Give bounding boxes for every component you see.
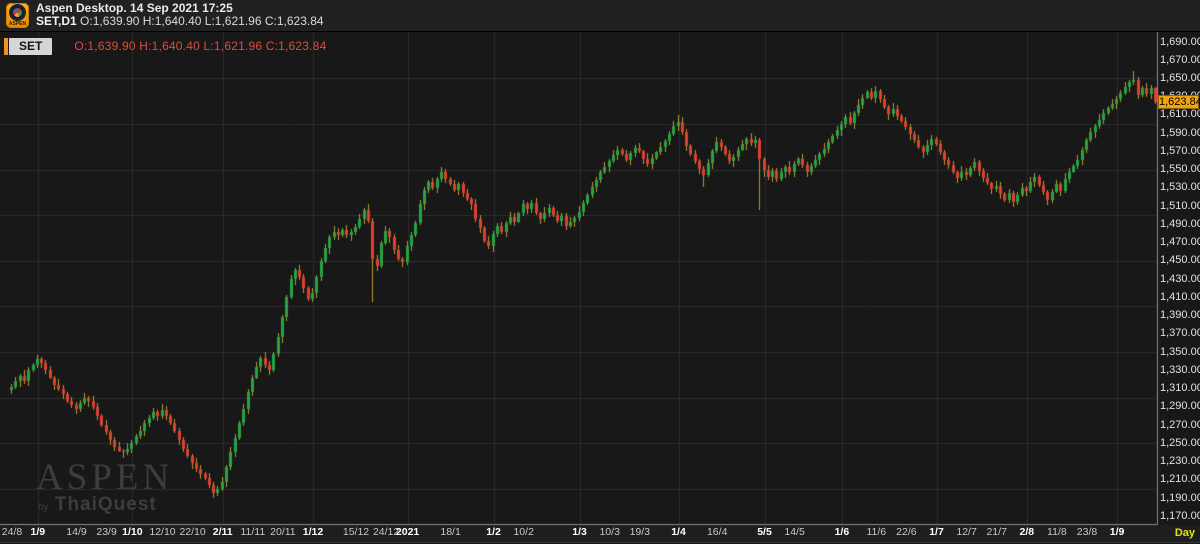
instrument-ohlc: O:1,639.90 H:1,640.40 L:1,621.96 C:1,623… (80, 14, 324, 28)
y-tick-label: 1,470.00 (1160, 236, 1200, 249)
symbol-tab[interactable]: SET (9, 37, 53, 55)
watermark-vendor: ThaiQuest (54, 494, 157, 515)
x-axis: 24/8 1/9 14/9 23/9 1/10 12/10 22/10 2/11 11/11 20… (0, 526, 1160, 540)
y-tick-label: 1,390.00 (1160, 309, 1200, 322)
y-tick-label: 1,570.00 (1160, 144, 1200, 157)
titlebar-text: Aspen Desktop. 14 Sep 2021 17:25 SET,D1 … (36, 2, 324, 28)
last-price-tag: 1,623.84 (1158, 95, 1200, 109)
instrument-symbol: SET,D1 (36, 14, 77, 28)
x-tick-label: 18/1 (440, 526, 461, 538)
chart-legend: SET O:1,639.90 H:1,640.40 L:1,621.96 C:1… (4, 37, 326, 55)
y-tick-label: 1,490.00 (1160, 217, 1200, 230)
y-tick-label: 1,330.00 (1160, 363, 1200, 376)
x-tick-label: 1/6 (834, 526, 850, 538)
y-tick-label: 1,670.00 (1160, 53, 1200, 66)
window-titlebar: ASPEN Aspen Desktop. 14 Sep 2021 17:25 S… (0, 0, 1200, 31)
x-tick-label: 2021 (395, 526, 420, 538)
x-tick-label: 10/3 (599, 526, 620, 538)
y-tick-label: 1,590.00 (1160, 126, 1200, 139)
x-tick-label: 14/9 (66, 526, 87, 538)
x-tick-label: 10/2 (513, 526, 534, 538)
y-tick-label: 1,250.00 (1160, 436, 1200, 449)
y-tick-label: 1,370.00 (1160, 327, 1200, 340)
x-tick-label: 1/7 (929, 526, 944, 538)
x-tick-label: 5/5 (757, 526, 772, 538)
y-tick-label: 1,550.00 (1160, 163, 1200, 176)
x-tick-label: 2/11 (212, 526, 233, 538)
x-tick-label: 24/12 (372, 526, 400, 538)
y-tick-label: 1,230.00 (1160, 455, 1200, 468)
timeframe-label: Day (1174, 527, 1195, 539)
x-tick-label: 22/10 (179, 526, 206, 538)
aspen-logo-icon: ASPEN (6, 3, 29, 28)
watermark-by: by (38, 502, 49, 513)
chart-region: SET O:1,639.90 H:1,640.40 L:1,621.96 C:1… (0, 31, 1200, 544)
y-tick-label: 1,450.00 (1160, 254, 1200, 267)
x-tick-label: 1/12 (302, 526, 324, 538)
x-tick-label: 1/9 (1109, 526, 1125, 538)
x-tick-label: 24/8 (1, 526, 23, 538)
x-tick-label: 16/4 (706, 526, 728, 538)
x-tick-label: 1/10 (122, 526, 143, 538)
x-tick-label: 22/6 (896, 526, 917, 538)
y-tick-label: 1,270.00 (1160, 418, 1200, 431)
x-tick-label: 21/7 (986, 526, 1007, 538)
instrument-summary: SET,D1 O:1,639.90 H:1,640.40 L:1,621.96 … (36, 15, 324, 28)
x-tick-label: 1/4 (671, 526, 686, 538)
x-tick-label: 1/3 (572, 526, 587, 538)
y-tick-label: 1,430.00 (1160, 272, 1200, 285)
logo-donut-chart-glyph (10, 5, 25, 20)
logo-text: ASPEN (8, 21, 27, 27)
y-tick-label: 1,650.00 (1160, 71, 1200, 84)
window-title: Aspen Desktop. 14 Sep 2021 17:25 (36, 1, 233, 15)
x-tick-label: 15/12 (342, 526, 370, 538)
y-tick-label: 1,350.00 (1160, 345, 1200, 358)
y-tick-label: 1,410.00 (1160, 290, 1200, 303)
x-tick-label: 20/11 (270, 526, 296, 538)
tab-accent-bar (4, 37, 8, 55)
x-tick-label: 19/3 (629, 526, 651, 538)
x-tick-label: 1/2 (486, 526, 501, 538)
candlestick-plot[interactable] (0, 32, 1200, 544)
x-tick-label: 11/8 (1047, 526, 1067, 538)
y-tick-label: 1,190.00 (1160, 491, 1200, 504)
x-tick-label: 23/8 (1076, 526, 1098, 538)
watermark-brand: ASPEN (36, 457, 174, 498)
y-tick-label: 1,290.00 (1160, 400, 1200, 413)
y-tick-label: 1,510.00 (1160, 199, 1200, 212)
y-tick-label: 1,310.00 (1160, 382, 1200, 395)
y-tick-label: 1,170.00 (1160, 509, 1200, 522)
x-tick-label: 23/9 (96, 526, 117, 538)
y-axis: 1,690.001,670.001,650.001,630.001,610.00… (1160, 32, 1200, 544)
x-tick-label: 14/5 (784, 526, 805, 538)
x-tick-label: 2/8 (1019, 526, 1035, 538)
y-tick-label: 1,210.00 (1160, 473, 1200, 486)
x-tick-label: 11/11 (240, 526, 266, 538)
watermark: ASPEN by ThaiQuest (36, 457, 174, 516)
y-tick-label: 1,530.00 (1160, 181, 1200, 194)
x-tick-label: 12/7 (956, 526, 977, 538)
x-tick-label: 12/10 (149, 526, 176, 538)
watermark-vendor-line: by ThaiQuest (38, 494, 173, 516)
y-tick-label: 1,610.00 (1160, 108, 1200, 121)
legend-ohlc: O:1,639.90 H:1,640.40 L:1,621.96 C:1,623… (74, 39, 327, 53)
x-tick-label: 1/9 (30, 526, 46, 538)
y-tick-label: 1,690.00 (1160, 35, 1200, 48)
x-tick-label: 11/6 (866, 526, 887, 538)
